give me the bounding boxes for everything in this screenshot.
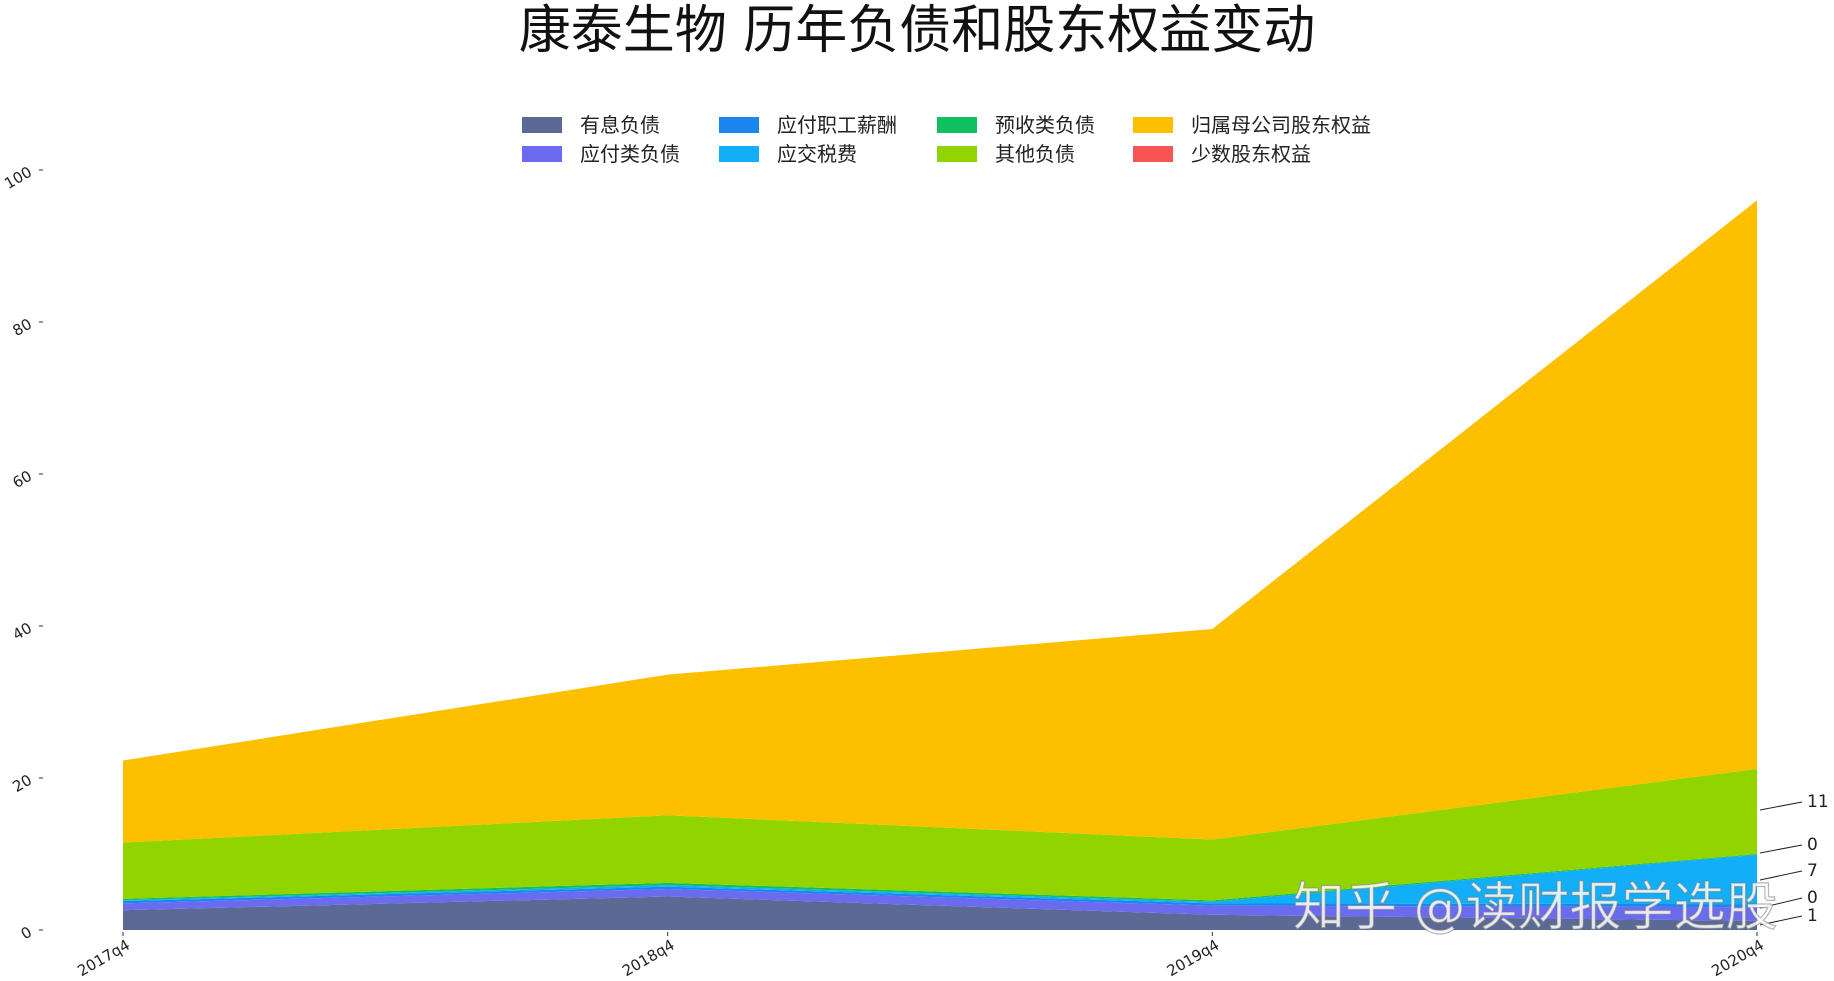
x-tick-label: 2020q4 <box>1708 936 1767 980</box>
area-应付类负债 <box>123 888 1757 921</box>
legend-swatch <box>522 117 562 133</box>
legend-item-其他负债: 其他负债 <box>937 142 1075 166</box>
legend-label: 归属母公司股东权益 <box>1191 113 1371 137</box>
stacked-areas <box>123 200 1757 930</box>
callout-value-label: 7 <box>1807 861 1818 881</box>
area-应付职工薪酬 <box>123 886 1757 908</box>
x-tick-label: 2017q4 <box>74 936 133 980</box>
chart-title: 康泰生物 历年负债和股东权益变动 <box>519 1 1316 61</box>
callout-value-label: 1 <box>1807 906 1818 926</box>
legend-label: 其他负债 <box>995 142 1075 166</box>
y-axis: 0 20 40 60 80 100 <box>1 163 43 943</box>
legend-item-应交税费: 应交税费 <box>719 142 857 166</box>
y-tick-label: 0 <box>18 923 35 943</box>
legend-item-归属母公司股东权益: 归属母公司股东权益 <box>1133 113 1371 137</box>
legend-swatch <box>1133 117 1173 133</box>
legend-label: 应付职工薪酬 <box>777 113 897 137</box>
area-应交税费 <box>123 854 1757 905</box>
callout-value-label: 0 <box>1807 835 1818 855</box>
area-其他负债 <box>123 768 1757 901</box>
y-tick-label: 20 <box>9 771 35 796</box>
legend-swatch <box>719 146 759 162</box>
callout-value-label: 11 <box>1807 792 1829 812</box>
y-tick-label: 80 <box>9 315 35 340</box>
y-tick-label: 40 <box>9 619 35 644</box>
callout-leader-line <box>1759 870 1803 881</box>
legend-swatch <box>1133 146 1173 162</box>
legend-swatch <box>937 117 977 133</box>
area-归属母公司股东权益 <box>123 200 1757 843</box>
legend-label: 预收类负债 <box>995 113 1095 137</box>
watermark: 知乎 @读财报学选股 <box>1293 878 1778 938</box>
legend-label: 有息负债 <box>580 113 660 137</box>
legend-swatch <box>522 146 562 162</box>
x-tick-label: 2018q4 <box>619 936 678 980</box>
x-tick-label: 2019q4 <box>1164 936 1223 980</box>
callout-leader-line <box>1759 897 1803 909</box>
callout-value-label: 0 <box>1807 888 1818 908</box>
legend-item-有息负债: 有息负债 <box>522 113 660 137</box>
legend-item-少数股东权益: 少数股东权益 <box>1133 142 1311 166</box>
legend-label: 应付类负债 <box>580 142 680 166</box>
area-有息负债 <box>123 896 1757 930</box>
legend-swatch <box>937 146 977 162</box>
legend-swatch <box>719 117 759 133</box>
legend-label: 应交税费 <box>777 142 857 166</box>
legend-item-应付职工薪酬: 应付职工薪酬 <box>719 113 897 137</box>
callout-leader-line <box>1759 915 1803 926</box>
legend-item-应付类负债: 应付类负债 <box>522 142 680 166</box>
callout-leader-line <box>1759 801 1803 811</box>
area-预收类负债 <box>123 854 1757 902</box>
x-axis: 2017q4 2018q4 2019q4 2020q4 <box>74 932 1767 980</box>
y-tick-label: 100 <box>1 163 35 193</box>
y-tick-label: 60 <box>9 467 35 492</box>
callout-leader-line <box>1759 844 1803 854</box>
legend-item-预收类负债: 预收类负债 <box>937 113 1095 137</box>
legend-label: 少数股东权益 <box>1191 142 1311 166</box>
